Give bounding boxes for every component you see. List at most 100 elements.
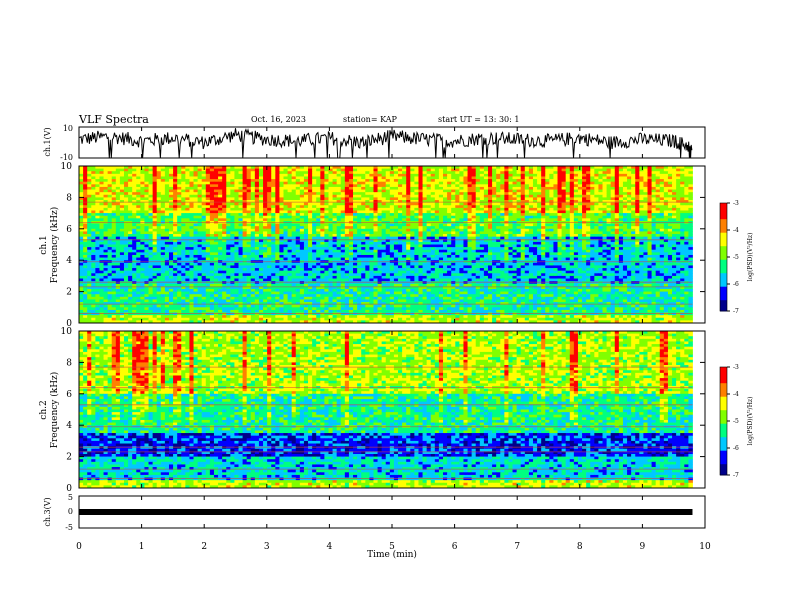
spectrogram-cell xyxy=(140,252,145,256)
spectrogram-cell xyxy=(590,176,595,180)
spectrogram-cell xyxy=(618,186,624,190)
spectrogram-cell xyxy=(426,179,432,183)
spectrogram-cell xyxy=(332,205,338,209)
spectrogram-cell xyxy=(635,176,640,180)
spectrogram-cell xyxy=(451,186,456,190)
spectrogram-cell xyxy=(496,210,501,214)
spectrogram-cell xyxy=(177,218,182,222)
spectrogram-cell xyxy=(205,171,211,175)
spectrogram-cell xyxy=(164,239,170,243)
spectrogram-cell xyxy=(299,200,305,204)
spectrogram-cell xyxy=(561,189,567,193)
spectrogram-cell xyxy=(385,226,391,230)
spectrogram-cell xyxy=(222,239,227,243)
spectrogram-cell xyxy=(569,210,575,214)
spectrogram-cell xyxy=(639,247,644,251)
spectrogram-cell xyxy=(299,210,305,214)
spectrogram-cell xyxy=(173,236,178,240)
spectrogram-cell xyxy=(348,181,354,185)
spectrogram-cell xyxy=(361,171,366,175)
spectrogram-cell xyxy=(308,241,313,245)
spectrogram-cell xyxy=(132,213,137,217)
spectrogram-cell xyxy=(659,241,665,245)
spectrogram-cell xyxy=(528,168,534,172)
spectrogram-cell xyxy=(516,202,522,206)
spectrogram-cell xyxy=(209,247,215,251)
spectrogram-cell xyxy=(520,247,526,251)
spectrogram-cell xyxy=(549,223,554,227)
spectrogram-cell xyxy=(164,218,170,222)
spectrogram-cell xyxy=(189,171,194,175)
spectrogram-cell xyxy=(107,166,113,170)
spectrogram-cell xyxy=(156,171,162,175)
spectrogram-cell xyxy=(222,236,227,240)
spectrogram-cell xyxy=(107,205,113,209)
spectrogram-cell xyxy=(487,166,493,170)
spectrogram-cell xyxy=(561,176,567,180)
spectrogram-cell xyxy=(303,171,309,175)
spectrogram-cell xyxy=(508,213,513,217)
spectrogram-cell xyxy=(393,244,399,248)
spectrogram-cell xyxy=(348,202,354,206)
spectrogram-cell xyxy=(586,207,591,211)
spectrogram-cell xyxy=(537,244,542,248)
spectrogram-cell xyxy=(487,197,493,201)
spectrogram-cell xyxy=(369,173,374,177)
spectrogram-cell xyxy=(291,239,297,243)
spectrogram-cell xyxy=(492,223,497,227)
spectrogram-cell xyxy=(328,239,333,243)
spectrogram-cell xyxy=(99,210,104,214)
spectrogram-cell xyxy=(234,223,239,227)
spectrogram-cell xyxy=(545,231,550,235)
spectrogram-cell xyxy=(222,249,227,253)
spectrogram-cell xyxy=(324,228,329,232)
spectrogram-cell xyxy=(602,213,607,217)
spectrogram-cell xyxy=(201,247,207,251)
spectrogram-cell xyxy=(87,205,92,209)
spectrogram-cell xyxy=(635,171,640,175)
spectrogram-cell xyxy=(688,171,693,175)
spectrogram-cell xyxy=(103,194,109,198)
spectrogram-cell xyxy=(667,231,673,235)
spectrogram-cell xyxy=(238,205,243,209)
spectrogram-cell xyxy=(95,179,100,183)
spectrogram-cell xyxy=(271,226,276,230)
spectrogram-cell xyxy=(672,239,677,243)
spectrogram-cell xyxy=(181,207,186,211)
spectrogram-cell xyxy=(238,249,243,253)
spectrogram-cell xyxy=(123,176,129,180)
spectrogram-cell xyxy=(164,210,170,214)
spectrogram-cell xyxy=(573,226,579,230)
spectrogram-cell xyxy=(107,247,113,251)
spectrogram-cell xyxy=(676,202,681,206)
spectrogram-cell xyxy=(164,234,170,238)
spectrogram-cell xyxy=(430,213,436,217)
spectrogram-cell xyxy=(569,236,575,240)
spectrogram-cell xyxy=(618,194,624,198)
spectrogram-cell xyxy=(107,210,113,214)
spectrogram-cell xyxy=(410,231,415,235)
spectrogram-cell xyxy=(541,239,546,243)
spectrogram-cell xyxy=(598,176,603,180)
spectrogram-cell xyxy=(569,213,575,217)
spectrogram-cell xyxy=(479,244,485,248)
spectrogram-cell xyxy=(312,192,317,196)
spectrogram-cell xyxy=(471,239,477,243)
spectrogram-cell xyxy=(447,210,452,214)
spectrogram-cell xyxy=(148,247,154,251)
spectrogram-cell xyxy=(164,231,170,235)
spectrogram-cell xyxy=(275,218,280,222)
spectrogram-cell xyxy=(528,215,534,219)
spectrogram-cell xyxy=(459,207,464,211)
spectrogram-cell xyxy=(434,249,440,253)
spectrogram-cell xyxy=(238,241,243,245)
spectrogram-cell xyxy=(91,205,96,209)
spectrogram-cell xyxy=(402,247,407,251)
spectrogram-cell xyxy=(594,166,599,170)
spectrogram-cell xyxy=(582,236,587,240)
spectrogram-cell xyxy=(398,181,403,185)
spectrogram-cell xyxy=(614,249,620,253)
spectrogram-cell xyxy=(471,205,477,209)
spectrogram-cell xyxy=(647,189,652,193)
spectrogram-cell xyxy=(271,244,276,248)
